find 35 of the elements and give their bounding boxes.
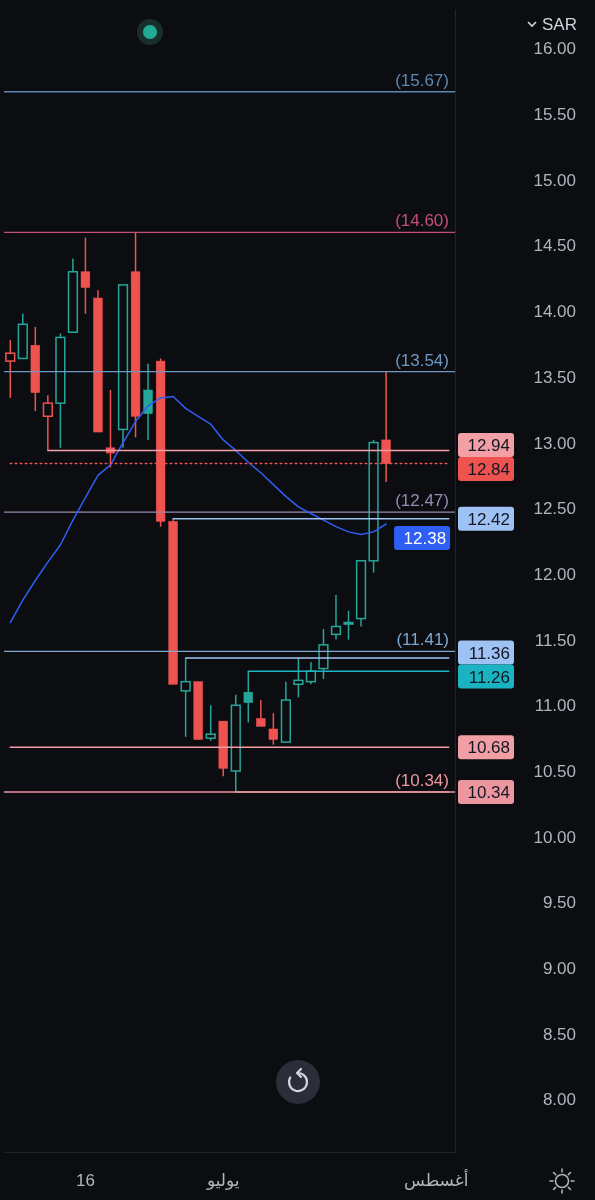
y-tick-label: 11.50: [534, 630, 576, 650]
data-label: 12.42: [467, 509, 510, 529]
data-label: 11.26: [468, 667, 510, 687]
data-label: 12.84: [467, 459, 510, 479]
y-tick-label: 8.00: [542, 1090, 576, 1110]
data-label: 11.36: [468, 643, 510, 663]
ref-line-label: (10.34): [395, 771, 449, 791]
y-tick-label: 15.50: [533, 105, 576, 125]
x-tick-label: يوليو: [205, 1171, 240, 1191]
y-tick-label: 10.00: [533, 827, 576, 847]
data-label: 12.94: [467, 435, 510, 455]
y-tick-label: 14.00: [533, 302, 576, 322]
y-tick-label: 13.00: [533, 433, 576, 453]
ref-line-label: (13.54): [395, 350, 449, 370]
y-tick-label: 10.50: [533, 761, 576, 781]
y-tick-label: 16.00: [533, 39, 576, 59]
ref-line-label: (15.67): [395, 70, 449, 90]
y-tick-label: 14.50: [533, 236, 576, 256]
data-label: 10.34: [467, 782, 510, 802]
x-tick-label: 16: [75, 1171, 95, 1191]
y-tick-label: 13.50: [533, 367, 576, 387]
y-tick-label: 15.00: [533, 170, 576, 190]
y-tick-label: 12.00: [533, 564, 576, 584]
y-tick-label: 9.50: [542, 893, 576, 913]
y-tick-label: 9.00: [542, 959, 576, 979]
data-label: 12.38: [403, 528, 447, 548]
ref-line-label: (12.47): [395, 491, 449, 511]
y-tick-label: 8.50: [542, 1024, 576, 1044]
y-tick-label: 12.50: [533, 499, 576, 519]
y-tick-label: 11.00: [534, 696, 576, 716]
y-axis-title: SAR: [542, 15, 577, 34]
x-tick-label: أغسطس: [404, 1169, 469, 1191]
ref-line-label: (11.41): [396, 630, 449, 650]
ref-line-label: (14.60): [395, 211, 449, 231]
data-label: 10.68: [467, 738, 510, 758]
